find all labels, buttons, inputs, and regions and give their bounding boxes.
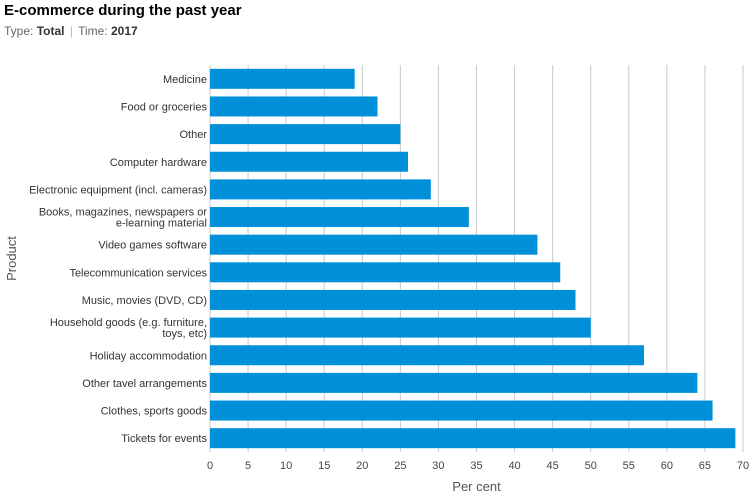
x-tick-label: 20 [356, 460, 368, 472]
gridlines [209, 65, 744, 452]
y-axis-title: Product [4, 236, 19, 281]
x-tick-label: 0 [207, 460, 213, 472]
category-label: Medicine [163, 74, 207, 86]
x-tick-label: 65 [699, 460, 711, 472]
bar[interactable] [210, 96, 378, 117]
time-value: 2017 [110, 24, 138, 38]
subtitle-separator: | [69, 24, 73, 38]
time-label: Time: [78, 24, 108, 38]
bar[interactable] [210, 345, 645, 366]
category-label: Tickets for events [121, 433, 207, 445]
bar[interactable] [210, 207, 469, 228]
x-tick-label: 30 [432, 460, 444, 472]
bar[interactable] [210, 317, 591, 338]
chart-subtitle: Type: Total | Time: 2017 [4, 24, 744, 38]
x-tick-label: 55 [623, 460, 635, 472]
category-label: Electronic equipment (incl. cameras) [29, 184, 207, 196]
category-label: e-learning material [116, 218, 207, 230]
category-label: Music, movies (DVD, CD) [82, 295, 207, 307]
x-tick-label: 35 [470, 460, 482, 472]
bar[interactable] [210, 372, 698, 393]
category-label: Food or groceries [121, 101, 208, 113]
type-value: Total [36, 24, 65, 38]
category-label: Video games software [98, 240, 207, 252]
x-tick-label: 45 [547, 460, 559, 472]
category-label: toys, etc) [162, 328, 207, 340]
category-label: Other [179, 129, 207, 141]
category-label: Household goods (e.g. furniture, [50, 317, 207, 329]
bar[interactable] [210, 400, 713, 421]
chart-title: E-commerce during the past year [4, 2, 242, 19]
category-label: Telecommunication services [69, 267, 207, 279]
bar[interactable] [210, 234, 538, 255]
category-label: Books, magazines, newspapers or [39, 207, 207, 219]
chart-header: E-commerce during the past year Type: To… [4, 0, 744, 38]
x-tick-label: 60 [661, 460, 673, 472]
bar[interactable] [210, 428, 736, 449]
x-tick-label: 40 [508, 460, 520, 472]
type-label: Type: [4, 24, 34, 38]
category-labels: Medicine Food or groceries Other Computer h… [29, 74, 207, 445]
x-tick-label: 15 [318, 460, 330, 472]
category-label: Computer hardware [110, 157, 207, 169]
x-tick-labels: 0 5 10 15 20 25 30 35 40 45 50 55 60 65 70 [207, 460, 749, 472]
category-label: Clothes, sports goods [101, 406, 208, 418]
x-tick-label: 10 [280, 460, 292, 472]
x-tick-label: 5 [245, 460, 251, 472]
bars [210, 68, 736, 449]
bar[interactable] [210, 124, 401, 145]
x-axis-title: Per cent [452, 479, 501, 494]
x-tick-label: 25 [394, 460, 406, 472]
x-tick-label: 50 [585, 460, 597, 472]
category-label: Holiday accommodation [90, 350, 207, 362]
bar[interactable] [210, 68, 355, 89]
bar[interactable] [210, 262, 561, 283]
bar[interactable] [210, 179, 431, 200]
bar[interactable] [210, 151, 408, 172]
x-tick-label: 70 [737, 460, 749, 472]
category-label: Other tavel arrangements [82, 378, 207, 390]
bar[interactable] [210, 289, 576, 310]
